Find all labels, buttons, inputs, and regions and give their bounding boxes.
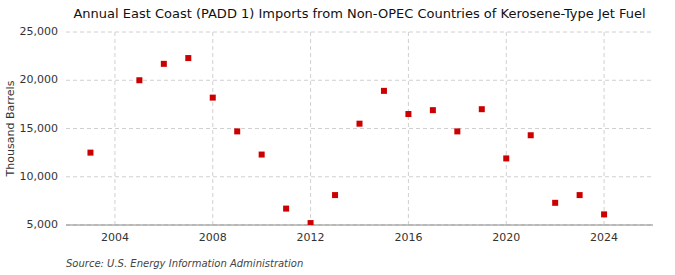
- point: [259, 152, 265, 158]
- x-grid-line: [114, 32, 115, 225]
- y-tick-label: 5,000: [27, 218, 59, 231]
- x-tick-label: 2020: [492, 231, 520, 244]
- point: [528, 132, 534, 138]
- x-tick-label: 2004: [101, 231, 129, 244]
- point: [479, 106, 485, 112]
- axes: 5,000 10,000 15,000 20,000 25,000 2004 2008 201…: [20, 25, 654, 244]
- y-grid-line: [66, 128, 653, 129]
- point: [601, 211, 607, 217]
- point: [283, 206, 289, 212]
- y-tick-label: 15,000: [20, 122, 59, 135]
- point: [185, 55, 191, 61]
- y-tick-label: 10,000: [20, 170, 59, 183]
- chart-svg: 5,000 10,000 15,000 20,000 25,000 2004 2008 201…: [0, 0, 675, 275]
- y-grid-line: [66, 32, 653, 33]
- point: [308, 220, 314, 225]
- source-note: Source: U.S. Energy Information Administ…: [66, 258, 303, 269]
- point: [234, 128, 240, 134]
- x-grid-line: [604, 32, 605, 225]
- y-axis-label: Thousand Barrels: [4, 80, 17, 177]
- grid: [66, 32, 653, 225]
- point: [136, 77, 142, 83]
- x-axis-line: [66, 225, 653, 226]
- y-tick-label: 25,000: [20, 25, 59, 38]
- point: [454, 128, 460, 134]
- chart-container: 5,000 10,000 15,000 20,000 25,000 2004 2008 201…: [0, 0, 675, 275]
- point: [577, 192, 583, 198]
- x-grid-line: [408, 32, 409, 225]
- point: [552, 200, 558, 206]
- x-grid-line: [506, 32, 507, 225]
- x-tick-label: 2012: [297, 231, 325, 244]
- y-grid-line: [66, 80, 653, 81]
- point: [357, 121, 363, 127]
- x-grid-line: [212, 32, 213, 225]
- point: [405, 111, 411, 117]
- point: [503, 155, 509, 161]
- y-tick-label: 20,000: [20, 73, 59, 86]
- x-tick-label: 2016: [394, 231, 422, 244]
- point: [210, 95, 216, 101]
- point: [87, 150, 93, 156]
- point: [381, 88, 387, 94]
- point: [430, 107, 436, 113]
- x-tick-label: 2024: [590, 231, 618, 244]
- x-grid-line: [310, 32, 311, 225]
- title: Annual East Coast (PADD 1) Imports from …: [73, 6, 645, 21]
- y-grid-line: [66, 225, 653, 226]
- point: [161, 61, 167, 67]
- y-grid-line: [66, 176, 653, 177]
- points: [87, 55, 607, 225]
- x-tick-label: 2008: [199, 231, 227, 244]
- point: [332, 192, 338, 198]
